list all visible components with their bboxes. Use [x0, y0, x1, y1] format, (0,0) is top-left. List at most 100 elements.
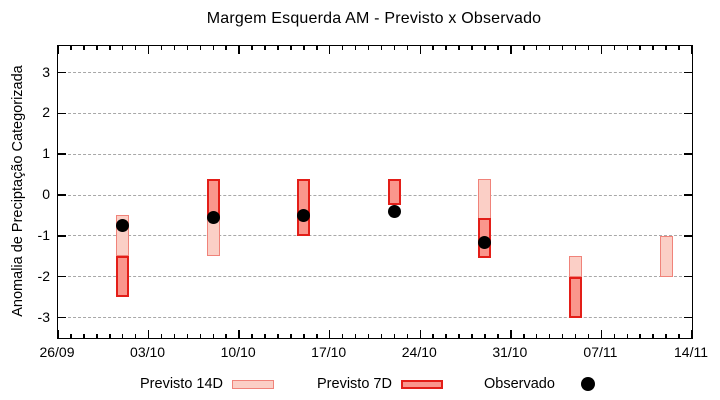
- x-minor-tick: [160, 46, 163, 50]
- x-minor-tick: [83, 46, 85, 50]
- x-major-tick: [510, 46, 512, 54]
- x-major-tick: [57, 330, 59, 338]
- x-minor-tick: [665, 46, 667, 50]
- x-minor-tick: [587, 334, 590, 338]
- x-minor-tick: [523, 46, 525, 50]
- x-minor-tick: [652, 334, 654, 338]
- x-tick-label: 14/11: [674, 344, 708, 360]
- bar-previsto-14d: [569, 256, 583, 277]
- y-tick: [684, 194, 692, 196]
- gridline: [58, 194, 692, 196]
- x-minor-tick: [160, 334, 163, 338]
- x-minor-tick: [535, 334, 538, 338]
- y-tick-label: 3: [42, 63, 50, 80]
- bar-previsto-14d: [659, 235, 673, 277]
- x-minor-tick: [109, 334, 111, 338]
- y-tick-label: -1: [37, 226, 50, 243]
- x-major-tick: [600, 330, 603, 338]
- observado-dot: [387, 204, 401, 218]
- x-minor-tick: [354, 334, 357, 338]
- x-minor-tick: [587, 46, 590, 50]
- x-minor-tick: [613, 334, 616, 338]
- x-major-tick: [510, 330, 512, 338]
- x-minor-tick: [70, 46, 72, 50]
- x-minor-tick: [652, 46, 654, 50]
- x-minor-tick: [134, 334, 137, 338]
- x-minor-tick: [678, 334, 680, 338]
- x-minor-tick: [497, 46, 499, 50]
- bar-previsto-7d: [297, 178, 311, 236]
- legend: Previsto 14D Previsto 7D Observado: [0, 374, 720, 396]
- gridline: [58, 235, 692, 237]
- x-minor-tick: [406, 334, 409, 338]
- x-minor-tick: [626, 334, 629, 338]
- x-minor-tick: [251, 46, 253, 50]
- previsto-14d-swatch-icon: [232, 379, 275, 389]
- x-minor-tick: [186, 46, 189, 50]
- y-tick: [684, 235, 692, 237]
- x-minor-tick: [380, 334, 383, 338]
- x-minor-tick: [432, 46, 434, 50]
- x-minor-tick: [264, 46, 266, 50]
- x-minor-tick: [70, 334, 72, 338]
- x-minor-tick: [199, 334, 202, 338]
- x-major-tick: [419, 46, 422, 54]
- x-major-tick: [238, 330, 240, 338]
- x-minor-tick: [212, 334, 214, 338]
- legend-item-observado: Observado: [484, 374, 595, 394]
- x-minor-tick: [96, 46, 98, 50]
- x-minor-tick: [341, 46, 344, 50]
- x-minor-tick: [96, 334, 98, 338]
- x-minor-tick: [173, 334, 176, 338]
- x-minor-tick: [393, 46, 396, 50]
- gridline: [58, 276, 692, 278]
- y-tick-label: -2: [37, 267, 50, 284]
- x-major-tick: [147, 46, 150, 54]
- x-minor-tick: [225, 334, 227, 338]
- x-major-tick: [419, 330, 422, 338]
- observado-dot: [478, 235, 492, 249]
- x-minor-tick: [639, 334, 641, 338]
- x-minor-tick: [277, 46, 279, 50]
- y-tick: [58, 194, 66, 196]
- x-minor-tick: [341, 334, 344, 338]
- x-minor-tick: [561, 334, 564, 338]
- x-minor-tick: [548, 46, 551, 50]
- y-tick: [684, 316, 692, 319]
- x-minor-tick: [535, 46, 538, 50]
- observado-dot-icon: [580, 377, 595, 391]
- x-minor-tick: [380, 46, 383, 50]
- x-major-tick: [691, 330, 693, 338]
- x-major-tick: [691, 46, 693, 54]
- y-tick: [58, 275, 66, 278]
- x-minor-tick: [406, 46, 409, 50]
- legend-item-previsto-14d: Previsto 14D: [140, 374, 275, 394]
- x-minor-tick: [639, 46, 641, 50]
- x-minor-tick: [199, 46, 202, 50]
- x-minor-tick: [367, 334, 370, 338]
- x-minor-tick: [678, 46, 680, 50]
- x-minor-tick: [574, 46, 577, 50]
- y-tick: [684, 153, 692, 155]
- x-major-tick: [600, 46, 603, 54]
- x-minor-tick: [458, 46, 460, 50]
- x-minor-tick: [264, 334, 266, 338]
- legend-item-previsto-7d: Previsto 7D: [317, 374, 443, 394]
- x-minor-tick: [212, 46, 214, 50]
- bar-previsto-7d: [116, 256, 130, 298]
- y-tick: [58, 153, 66, 155]
- y-tick: [58, 112, 66, 115]
- x-minor-tick: [134, 46, 137, 50]
- x-minor-tick: [225, 46, 227, 50]
- x-major-tick: [57, 46, 59, 54]
- x-major-tick: [328, 46, 331, 54]
- x-minor-tick: [626, 46, 629, 50]
- x-minor-tick: [445, 334, 447, 338]
- x-minor-tick: [316, 334, 318, 338]
- x-minor-tick: [432, 334, 434, 338]
- legend-label-previsto-7d: Previsto 7D: [317, 376, 392, 392]
- x-minor-tick: [484, 334, 486, 338]
- x-minor-tick: [458, 334, 460, 338]
- previsto-7d-swatch-icon: [400, 379, 443, 389]
